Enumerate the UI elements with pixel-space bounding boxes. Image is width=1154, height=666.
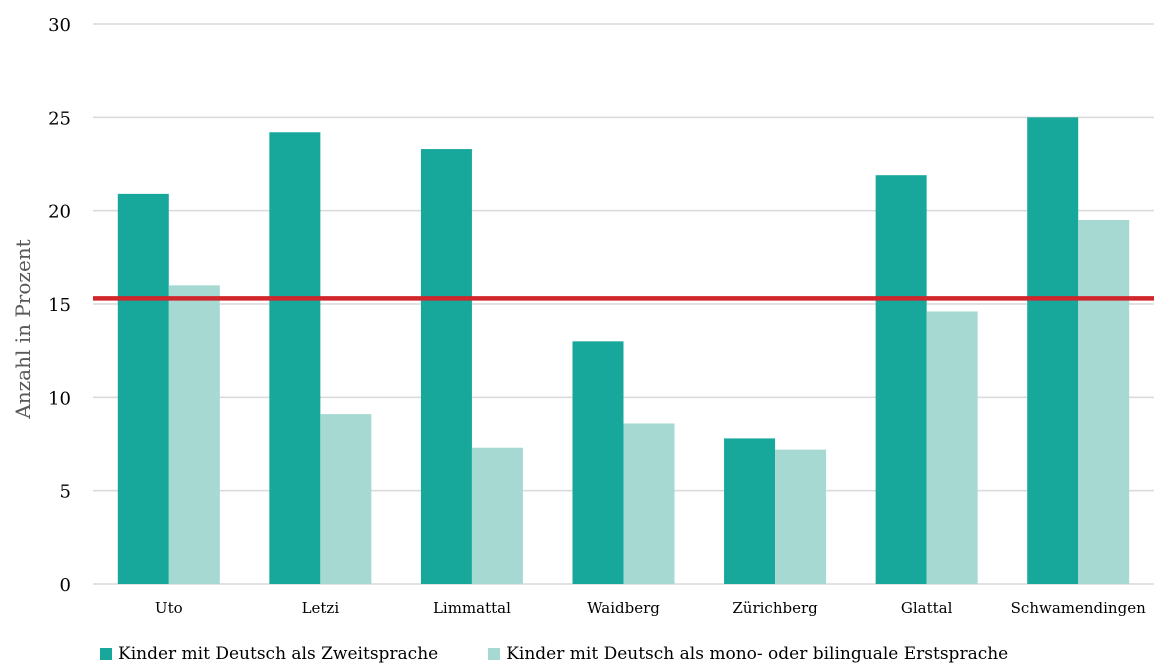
legend-swatch-series-1	[100, 648, 112, 660]
bar-series-1-letzi	[269, 132, 321, 584]
bar-series-2-schwamendingen	[1078, 220, 1130, 584]
bar-series-1-waidberg	[572, 341, 624, 584]
bar-series-1-schwamendingen	[1027, 117, 1079, 584]
x-tick-label: Glattal	[901, 599, 953, 617]
bar-series-2-limmattal	[471, 447, 523, 584]
y-axis-title: Anzahl in Prozent	[11, 239, 35, 419]
bar-chart: 0 5 10 15 20 25 30 Uto Letzi Limmattal Waidberg Zü…	[11, 15, 1154, 617]
x-axis-labels: Uto Letzi Limmattal Waidberg Zürichberg Glatt…	[155, 599, 1146, 617]
bars	[117, 117, 1130, 585]
legend-label-series-1: Kinder mit Deutsch als Zweitsprache	[118, 644, 439, 664]
legend: Kinder mit Deutsch als Zweitsprache Kind…	[100, 644, 1050, 664]
x-tick-label: Schwamendingen	[1011, 599, 1146, 617]
x-tick-label: Letzi	[302, 599, 340, 617]
y-tick-label: 30	[48, 15, 71, 36]
y-tick-label: 15	[48, 295, 71, 316]
y-tick-label: 20	[48, 202, 71, 223]
bar-series-2-waidberg	[623, 423, 675, 584]
y-tick-label: 5	[60, 482, 71, 503]
legend-swatch-series-2	[488, 648, 501, 660]
bar-series-2-zürichberg	[775, 449, 827, 584]
bar-series-2-uto	[168, 285, 220, 584]
x-tick-label: Limmattal	[433, 599, 511, 617]
y-tick-label: 0	[60, 575, 71, 596]
bar-series-2-letzi	[320, 414, 372, 584]
x-tick-label: Waidberg	[587, 599, 660, 617]
bar-series-1-glattal	[875, 175, 927, 584]
legend-label-series-2: Kinder mit Deutsch als mono- oder biling…	[506, 644, 1009, 664]
x-tick-label: Uto	[155, 599, 183, 617]
bar-series-1-limmattal	[420, 149, 472, 585]
bar-series-1-uto	[117, 193, 169, 584]
legend-item-series-1: Kinder mit Deutsch als Zweitsprache	[100, 644, 438, 664]
legend-item-series-2: Kinder mit Deutsch als mono- oder biling…	[488, 644, 1008, 664]
y-tick-label: 25	[48, 108, 71, 129]
bar-series-2-glattal	[926, 311, 978, 584]
y-axis-ticks: 0 5 10 15 20 25 30	[48, 15, 71, 596]
bar-series-1-zürichberg	[724, 438, 776, 584]
x-tick-label: Zürichberg	[732, 599, 818, 617]
y-tick-label: 10	[48, 388, 71, 409]
